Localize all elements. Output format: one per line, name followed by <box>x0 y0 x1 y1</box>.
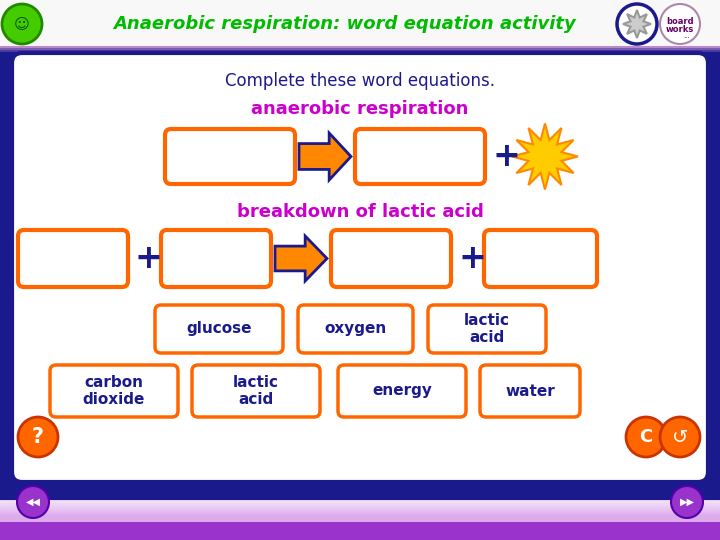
Bar <box>0 500 720 522</box>
FancyBboxPatch shape <box>165 129 295 184</box>
Text: oxygen: oxygen <box>325 321 387 336</box>
Bar <box>0 513 720 515</box>
Text: 11 of 36: 11 of 36 <box>8 526 51 536</box>
Bar <box>0 48 720 50</box>
FancyBboxPatch shape <box>12 53 708 482</box>
Bar <box>0 0 720 48</box>
Circle shape <box>2 4 42 44</box>
Text: energy: energy <box>372 383 432 399</box>
FancyBboxPatch shape <box>18 230 128 287</box>
Bar <box>0 502 720 504</box>
Text: ↺: ↺ <box>672 428 688 447</box>
FancyBboxPatch shape <box>355 129 485 184</box>
Bar <box>0 50 720 52</box>
Text: C: C <box>639 428 652 446</box>
Polygon shape <box>623 10 651 38</box>
Bar <box>0 46 720 48</box>
FancyBboxPatch shape <box>155 305 283 353</box>
Circle shape <box>671 486 703 518</box>
Bar <box>0 506 720 508</box>
Bar <box>0 503 720 505</box>
Bar <box>0 500 720 502</box>
Text: breakdown of lactic acid: breakdown of lactic acid <box>237 203 483 221</box>
Text: ◀◀: ◀◀ <box>25 497 40 507</box>
FancyBboxPatch shape <box>428 305 546 353</box>
Circle shape <box>18 417 58 457</box>
Text: © Boardworks Ltd 2004: © Boardworks Ltd 2004 <box>588 526 712 536</box>
Text: lactic
acid: lactic acid <box>233 375 279 407</box>
Text: works: works <box>666 25 694 35</box>
Text: Complete these word equations.: Complete these word equations. <box>225 72 495 90</box>
Text: ☺: ☺ <box>14 17 30 31</box>
FancyBboxPatch shape <box>338 365 466 417</box>
Bar <box>0 522 720 540</box>
Bar <box>0 501 720 503</box>
Circle shape <box>660 417 700 457</box>
Polygon shape <box>299 133 351 180</box>
Circle shape <box>660 4 700 44</box>
Text: anaerobic respiration: anaerobic respiration <box>251 100 469 118</box>
Bar <box>0 510 720 512</box>
Bar <box>0 511 720 513</box>
Bar <box>0 509 720 511</box>
Bar <box>0 507 720 509</box>
Circle shape <box>617 4 657 44</box>
Circle shape <box>17 486 49 518</box>
Text: carbon
dioxide: carbon dioxide <box>83 375 145 407</box>
Polygon shape <box>275 236 327 281</box>
Text: +: + <box>493 140 521 173</box>
Bar <box>0 512 720 514</box>
Text: board: board <box>666 17 694 26</box>
Polygon shape <box>512 124 578 190</box>
Bar <box>0 504 720 506</box>
FancyBboxPatch shape <box>484 230 597 287</box>
FancyBboxPatch shape <box>331 230 451 287</box>
Bar <box>0 514 720 516</box>
Text: +: + <box>135 242 163 275</box>
Text: ?: ? <box>32 427 44 447</box>
Bar <box>0 508 720 510</box>
Text: glucose: glucose <box>186 321 252 336</box>
Text: Anaerobic respiration: word equation activity: Anaerobic respiration: word equation act… <box>114 15 577 33</box>
FancyBboxPatch shape <box>480 365 580 417</box>
Text: ▶▶: ▶▶ <box>680 497 695 507</box>
Circle shape <box>626 417 666 457</box>
FancyBboxPatch shape <box>192 365 320 417</box>
Text: +: + <box>458 242 486 275</box>
FancyBboxPatch shape <box>50 365 178 417</box>
FancyBboxPatch shape <box>298 305 413 353</box>
FancyBboxPatch shape <box>161 230 271 287</box>
Bar <box>0 505 720 507</box>
Text: lactic
acid: lactic acid <box>464 313 510 345</box>
Text: ...: ... <box>683 33 690 39</box>
Text: water: water <box>505 383 555 399</box>
